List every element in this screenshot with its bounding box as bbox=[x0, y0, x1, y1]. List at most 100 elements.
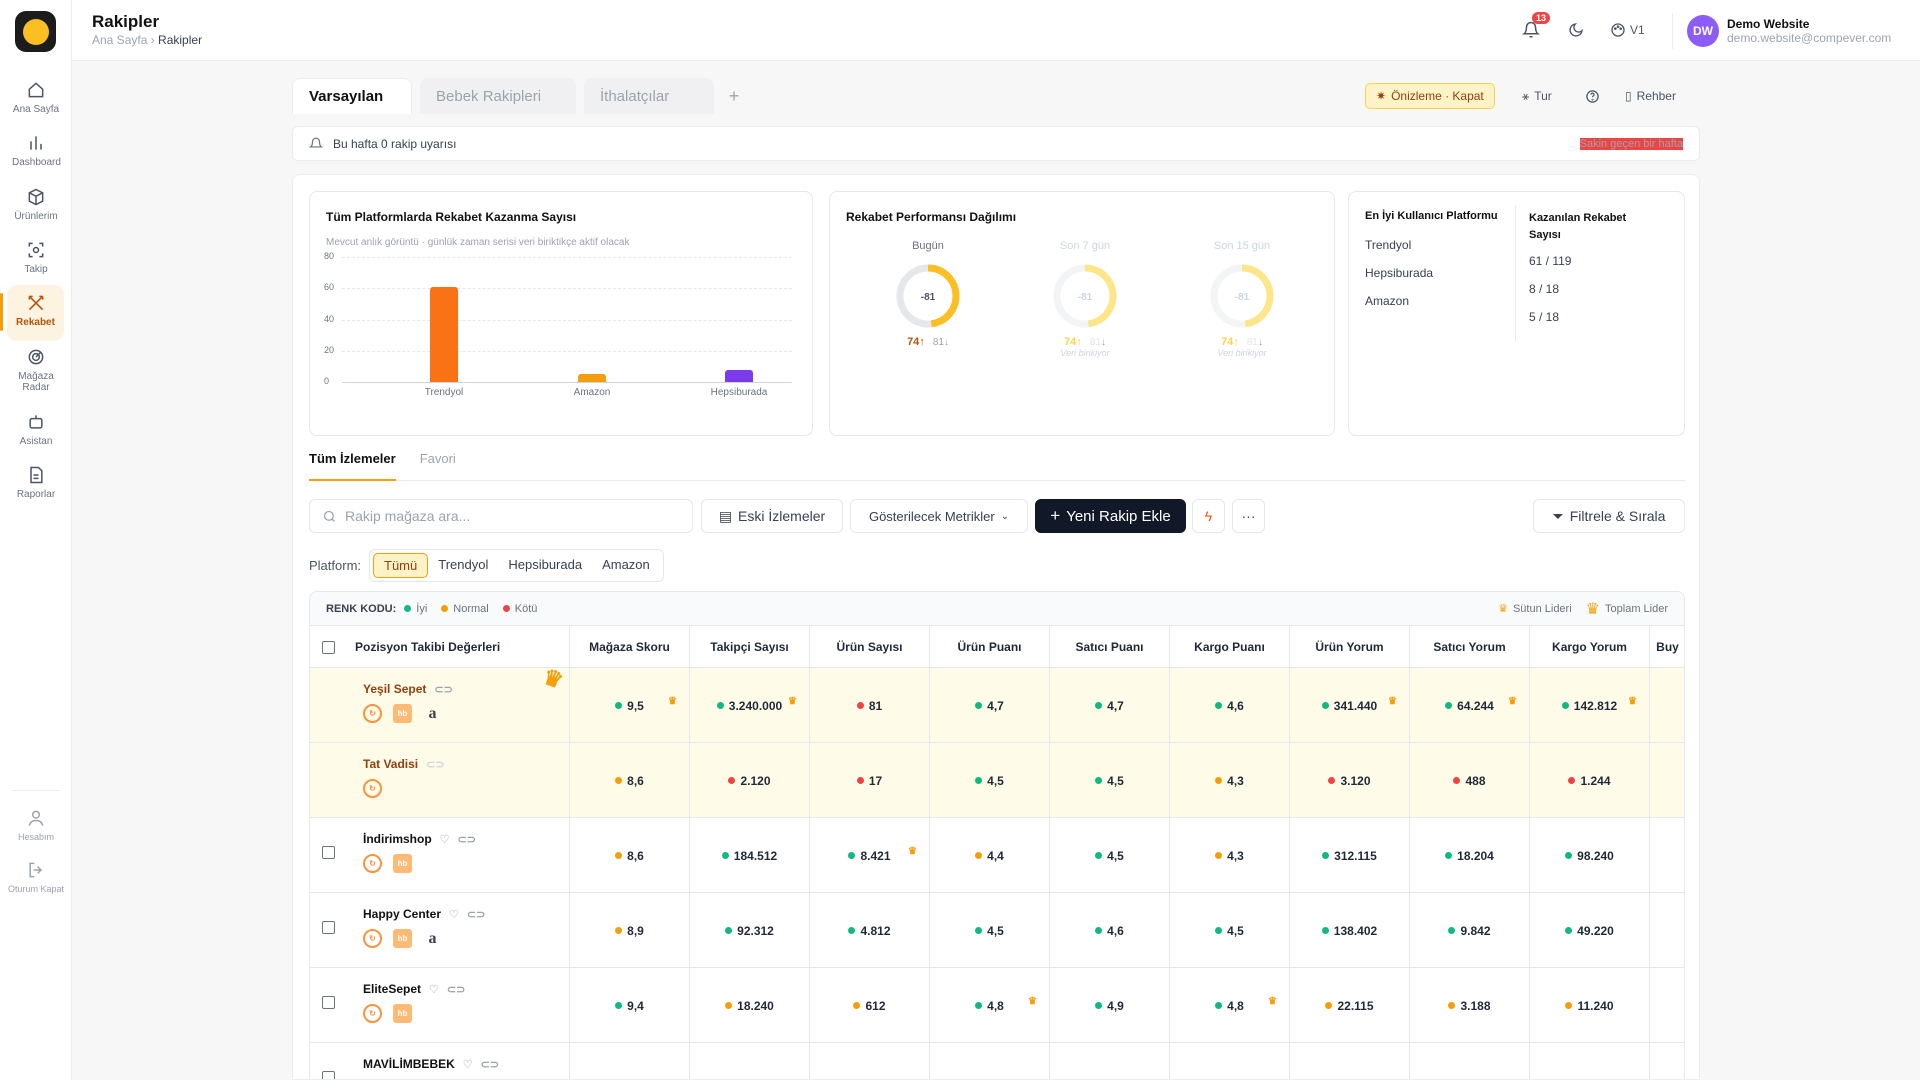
bar-amazon[interactable] bbox=[578, 374, 606, 382]
table-row[interactable]: Tat Vadisi ⊂⊃ ↻ 8,6 2.120 17 4,5 4,5 4,3 3.120 488… bbox=[310, 743, 1684, 818]
tab-ithalatcilar[interactable]: İthalatçılar bbox=[584, 78, 714, 114]
hepsiburada-icon[interactable]: hb bbox=[393, 1004, 412, 1023]
tab-favorites[interactable]: Favori bbox=[419, 451, 456, 466]
old-watches-button[interactable]: ▤ Eski İzlemeler bbox=[701, 499, 843, 533]
platform-option-all[interactable]: Tümü bbox=[373, 553, 429, 578]
metric-cell: 22.115 bbox=[1290, 968, 1410, 1043]
platform-option-amazon[interactable]: Amazon bbox=[602, 557, 650, 572]
link-icon[interactable]: ⊂⊃ bbox=[426, 758, 445, 771]
platform-option-trendyol[interactable]: Trendyol bbox=[438, 557, 489, 572]
row-checkbox[interactable] bbox=[322, 1071, 335, 1079]
sidebar-item-mağaza-radar[interactable]: Mağaza Radar bbox=[0, 347, 72, 393]
tab-bebek-rakipleri[interactable]: Bebek Rakipleri bbox=[420, 78, 576, 114]
column-header[interactable]: Mağaza Skoru bbox=[570, 626, 690, 668]
sidebar-item-raporlar[interactable]: Raporlar bbox=[0, 465, 72, 500]
platform-wins: 5 / 18 bbox=[1529, 310, 1560, 324]
link-icon[interactable]: ⊂⊃ bbox=[457, 833, 476, 846]
trendyol-icon[interactable]: ↻ bbox=[363, 1004, 382, 1023]
notification-button[interactable]: 13 bbox=[1522, 12, 1551, 44]
row-checkbox[interactable] bbox=[322, 996, 335, 1009]
table-row[interactable]: EliteSepet ♡ ⊂⊃ ↻ hb 9,4 18.240 612 4,8 ♛ 4,9 4,8 ♛ 2… bbox=[310, 968, 1684, 1043]
sidebar-item-oturum-kapat[interactable]: Oturum Kapat bbox=[0, 860, 72, 894]
heart-icon[interactable]: ♡ bbox=[462, 1058, 473, 1071]
link-icon[interactable]: ⊂⊃ bbox=[434, 683, 453, 696]
tab-all-watches[interactable]: Tüm İzlemeler bbox=[309, 451, 396, 481]
theme-toggle[interactable] bbox=[1568, 16, 1584, 44]
column-header[interactable]: Kargo Yorum bbox=[1530, 626, 1650, 668]
tour-button[interactable]: ⚹ Tur bbox=[1522, 83, 1552, 109]
heart-icon[interactable]: ♡ bbox=[429, 983, 439, 996]
status-dot bbox=[1095, 852, 1103, 859]
platform-wins: 61 / 119 bbox=[1529, 254, 1572, 268]
column-header[interactable]: Ürün Sayısı bbox=[810, 626, 930, 668]
hepsiburada-icon[interactable]: hb bbox=[393, 704, 412, 723]
column-header[interactable]: Satıcı Yorum bbox=[1410, 626, 1530, 668]
table-row[interactable]: İndirimshop ♡ ⊂⊃ ↻ hb 8,6 184.512 8.421 ♛ 4,4 4,5 4… bbox=[310, 818, 1684, 893]
row-checkbox[interactable] bbox=[322, 921, 335, 934]
metric-cell: 488 bbox=[1410, 743, 1530, 818]
shop-name[interactable]: İndirimshop bbox=[363, 832, 432, 846]
sidebar-item-ürünlerim[interactable]: Ürünlerim bbox=[0, 187, 72, 222]
amazon-icon[interactable]: a bbox=[428, 929, 437, 947]
help-button[interactable] bbox=[1585, 83, 1600, 109]
app-logo[interactable] bbox=[15, 11, 56, 52]
table-row[interactable]: MAVİLİMBEBEK ♡ ⊂⊃ bbox=[310, 1043, 1684, 1079]
metric-cell: 612 bbox=[810, 968, 930, 1043]
shop-name[interactable]: MAVİLİMBEBEK bbox=[363, 1057, 455, 1071]
search-input[interactable] bbox=[345, 508, 675, 524]
status-dot bbox=[1215, 702, 1223, 709]
metrics-dropdown[interactable]: Gösterilecek Metrikler ⌄ bbox=[850, 499, 1028, 533]
column-header[interactable]: Takipçi Sayısı bbox=[690, 626, 810, 668]
chart-icon bbox=[30, 136, 42, 150]
sidebar-item-hesabım[interactable]: Hesabım bbox=[0, 808, 72, 842]
column-header[interactable]: Ürün Puanı bbox=[930, 626, 1050, 668]
hepsiburada-icon[interactable]: hb bbox=[393, 854, 412, 873]
tab-varsayilan[interactable]: Varsayılan bbox=[292, 78, 412, 114]
bar-trendyol[interactable] bbox=[430, 286, 458, 382]
trendyol-icon[interactable]: ↻ bbox=[363, 929, 382, 948]
legend-total-leader: ♛ Toplam Lider bbox=[1586, 599, 1668, 619]
trendyol-icon[interactable]: ↻ bbox=[363, 779, 382, 798]
shop-name[interactable]: Yeşil Sepet bbox=[363, 682, 427, 696]
table-row[interactable]: Yeşil Sepet ⊂⊃ ♛ ↻ hb a 9,5 ♛ 3.240.000 ♛ 81 4,7 4,7… bbox=[310, 663, 1684, 743]
breadcrumb-home[interactable]: Ana Sayfa bbox=[92, 33, 148, 47]
more-options-button[interactable]: ··· bbox=[1232, 499, 1265, 533]
platform-option-hepsiburada[interactable]: Hepsiburada bbox=[508, 557, 583, 572]
hepsiburada-icon[interactable]: hb bbox=[393, 929, 412, 948]
heart-icon[interactable]: ♡ bbox=[439, 833, 450, 846]
metric-cell bbox=[1650, 743, 1684, 818]
header-position-values[interactable]: Pozisyon Takibi Değerleri bbox=[310, 626, 570, 668]
trendyol-icon[interactable]: ↻ bbox=[363, 704, 382, 723]
column-header[interactable]: Ürün Yorum bbox=[1290, 626, 1410, 668]
sidebar-item-rekabet[interactable]: Rekabet bbox=[0, 285, 64, 341]
heart-icon[interactable]: ♡ bbox=[449, 908, 459, 921]
sidebar-item-asistan[interactable]: Asistan bbox=[0, 412, 72, 447]
link-icon[interactable]: ⊂⊃ bbox=[446, 983, 466, 996]
link-icon[interactable]: ⊂⊃ bbox=[480, 1058, 500, 1071]
row-checkbox[interactable] bbox=[322, 846, 335, 859]
filter-sort-button[interactable]: ⏷ Filtrele & Sırala bbox=[1533, 499, 1685, 533]
link-icon[interactable]: ⊂⊃ bbox=[466, 908, 486, 921]
column-header[interactable]: Satıcı Puanı bbox=[1050, 626, 1170, 668]
table-row[interactable]: Happy Center ♡ ⊂⊃ ↻ hb a 8,9 92.312 4.812 4,5 4,6 4… bbox=[310, 893, 1684, 968]
bar-hepsiburada[interactable] bbox=[725, 369, 753, 382]
sidebar-item-dashboard[interactable]: Dashboard bbox=[0, 133, 72, 168]
amazon-icon[interactable]: a bbox=[428, 704, 437, 722]
sidebar-item-takip[interactable]: Takip bbox=[0, 240, 72, 275]
quick-action-button[interactable]: ϟ bbox=[1192, 499, 1225, 533]
user-menu[interactable]: DW Demo Website demo.website@compever.co… bbox=[1672, 13, 1891, 49]
add-competitor-button[interactable]: + Yeni Rakip Ekle bbox=[1035, 499, 1186, 533]
version-selector[interactable]: V1 bbox=[1610, 16, 1645, 44]
guide-button[interactable]: ▯ Rehber bbox=[1625, 83, 1676, 109]
shop-name[interactable]: Tat Vadisi bbox=[363, 757, 419, 771]
trendyol-icon[interactable]: ↻ bbox=[363, 854, 382, 873]
select-all-checkbox[interactable] bbox=[322, 640, 335, 654]
column-header[interactable]: Buy bbox=[1650, 626, 1684, 668]
sidebar-item-ana-sayfa[interactable]: Ana Sayfa bbox=[0, 80, 72, 115]
add-tab-button[interactable]: + bbox=[728, 85, 740, 106]
shop-name[interactable]: Happy Center bbox=[363, 907, 442, 921]
column-header[interactable]: Kargo Puanı bbox=[1170, 626, 1290, 668]
down-value: 81 bbox=[932, 337, 944, 348]
shop-name[interactable]: EliteSepet bbox=[363, 982, 422, 996]
preview-close-button[interactable]: ✷ Önizleme · Kapat bbox=[1365, 83, 1495, 109]
